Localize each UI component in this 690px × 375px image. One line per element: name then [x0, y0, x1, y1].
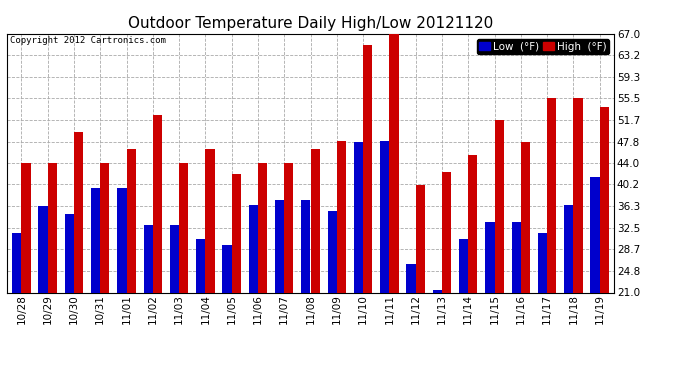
Bar: [170, 225, 179, 292]
Bar: [152, 116, 162, 292]
Bar: [591, 177, 600, 292]
Bar: [12, 233, 21, 292]
Bar: [248, 206, 258, 292]
Bar: [442, 172, 451, 292]
Bar: [21, 163, 30, 292]
Bar: [459, 239, 469, 292]
Bar: [117, 188, 126, 292]
Bar: [389, 34, 399, 292]
Bar: [354, 142, 363, 292]
Text: Copyright 2012 Cartronics.com: Copyright 2012 Cartronics.com: [10, 36, 166, 45]
Bar: [74, 132, 83, 292]
Bar: [521, 142, 530, 292]
Bar: [222, 245, 232, 292]
Bar: [126, 149, 136, 292]
Bar: [100, 163, 110, 292]
Bar: [495, 120, 504, 292]
Bar: [380, 141, 389, 292]
Bar: [337, 141, 346, 292]
Bar: [511, 222, 521, 292]
Bar: [144, 225, 152, 292]
Bar: [406, 264, 415, 292]
Bar: [39, 207, 48, 292]
Bar: [469, 154, 477, 292]
Bar: [275, 200, 284, 292]
Bar: [65, 214, 74, 292]
Bar: [179, 163, 188, 292]
Bar: [206, 149, 215, 292]
Bar: [48, 163, 57, 292]
Bar: [310, 149, 319, 292]
Title: Outdoor Temperature Daily High/Low 20121120: Outdoor Temperature Daily High/Low 20121…: [128, 16, 493, 31]
Bar: [415, 184, 425, 292]
Bar: [91, 188, 100, 292]
Bar: [196, 239, 206, 292]
Bar: [600, 107, 609, 292]
Bar: [564, 206, 573, 292]
Bar: [302, 200, 310, 292]
Bar: [573, 99, 582, 292]
Legend: Low  (°F), High  (°F): Low (°F), High (°F): [477, 39, 609, 54]
Bar: [363, 45, 373, 292]
Bar: [433, 290, 442, 292]
Bar: [328, 211, 337, 292]
Bar: [284, 163, 293, 292]
Bar: [547, 99, 556, 292]
Bar: [232, 174, 241, 292]
Bar: [258, 163, 267, 292]
Bar: [538, 233, 547, 292]
Bar: [485, 222, 495, 292]
